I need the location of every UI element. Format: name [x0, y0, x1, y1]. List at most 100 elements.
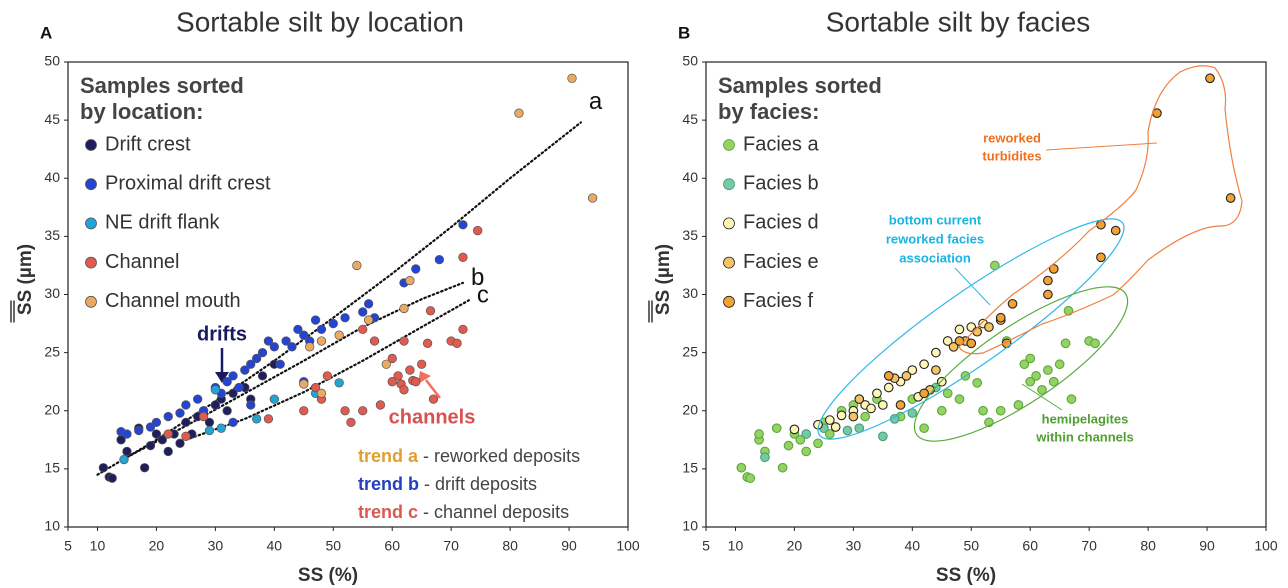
x-tick-label: 5: [64, 538, 72, 554]
data-point: [334, 330, 344, 340]
x-tick-label: 40: [905, 538, 921, 554]
data-point: [754, 429, 764, 439]
data-point: [1031, 371, 1041, 381]
data-point: [771, 423, 782, 434]
data-point: [222, 377, 232, 387]
y-tick-label: 10: [44, 518, 60, 534]
y-tick-label: 40: [44, 169, 60, 185]
data-point: [1043, 275, 1053, 286]
data-point: [824, 415, 835, 425]
trend-note-term: trend c: [358, 502, 418, 522]
y-tick-label: 45: [44, 111, 60, 127]
leader-line: [954, 267, 991, 306]
data-point: [919, 423, 929, 434]
data-point: [251, 414, 262, 424]
y-tick-label: 15: [682, 460, 698, 476]
data-point: [405, 275, 415, 286]
data-point: [163, 411, 173, 422]
y-axis-label: SS (µm): [15, 244, 36, 315]
data-point: [1013, 400, 1024, 410]
annotation: association: [899, 250, 971, 265]
data-point: [1043, 365, 1053, 375]
data-point: [228, 417, 238, 428]
annotations-a: drifts channels: [197, 323, 475, 428]
data-point: [228, 371, 238, 381]
data-point: [334, 378, 344, 388]
data-point: [824, 429, 835, 439]
y-tick-label: 45: [682, 111, 698, 127]
data-point: [801, 429, 812, 439]
data-point: [907, 365, 918, 375]
legend-label: Facies a: [743, 133, 819, 155]
x-tick-label: 50: [325, 538, 341, 554]
trend-label: c: [477, 282, 489, 309]
x-tick-label: 70: [443, 538, 459, 554]
trend-note-text: - reworked deposits: [418, 446, 580, 466]
data-point: [269, 342, 279, 352]
data-point: [1007, 298, 1018, 309]
outline-hemipelagites: [913, 286, 1129, 442]
legend-marker: [723, 295, 735, 308]
data-point: [783, 440, 794, 451]
data-point: [246, 400, 256, 410]
x-tick-label: 30: [846, 538, 862, 554]
x-tick-label: 60: [1022, 538, 1038, 554]
data-point: [954, 394, 965, 404]
x-tick-label: 100: [1254, 538, 1278, 554]
annotation: within channels: [1035, 429, 1134, 444]
x-tick-label: 5: [702, 538, 710, 554]
data-point: [181, 431, 191, 441]
y-tick-label: 50: [44, 53, 60, 69]
data-point: [316, 336, 327, 346]
legend-marker: [85, 139, 97, 151]
data-point: [246, 359, 256, 369]
trend-note-text: - drift deposits: [419, 474, 537, 494]
legend-marker: [723, 256, 735, 269]
data-point: [157, 435, 167, 445]
data-point: [1110, 225, 1121, 236]
trend-note-term: trend b: [358, 474, 419, 494]
trend-line: [184, 299, 470, 441]
data-point: [122, 429, 132, 439]
arrow-head: [215, 372, 229, 383]
y-tick-label: 50: [682, 53, 698, 69]
data-point: [1060, 338, 1071, 349]
data-point: [257, 371, 268, 381]
data-point: [363, 315, 374, 325]
data-point: [458, 324, 468, 335]
data-point: [877, 431, 888, 442]
data-point: [428, 394, 439, 404]
data-point: [151, 417, 162, 428]
trend-note: trend a - reworked deposits: [358, 446, 580, 466]
annotation: reworked: [983, 130, 1041, 145]
x-tick-label: 90: [1199, 538, 1215, 554]
data-point: [1225, 193, 1236, 203]
annotation: hemipelagites: [1042, 411, 1129, 426]
data-point: [234, 382, 244, 393]
annotation: reworked facies: [886, 231, 984, 246]
data-point: [393, 371, 403, 381]
data-point: [340, 313, 350, 323]
data-point: [458, 220, 468, 230]
data-point: [866, 403, 876, 414]
data-point: [919, 388, 929, 399]
data-point: [139, 463, 150, 473]
data-point: [813, 438, 823, 449]
data-point: [966, 338, 977, 349]
y-axis-label: SS (µm): [653, 244, 674, 315]
data-point: [854, 394, 865, 404]
data-point: [1096, 252, 1106, 263]
data-point: [251, 353, 262, 364]
trend-label: a: [589, 88, 603, 115]
data-point: [458, 252, 468, 262]
data-point: [842, 425, 853, 436]
data-point: [1025, 353, 1036, 364]
data-point: [163, 429, 173, 439]
y-tick-label: 15: [44, 460, 60, 476]
y-tick-label: 30: [682, 285, 698, 301]
data-point: [122, 446, 132, 457]
data-point: [369, 336, 380, 346]
data-point: [736, 462, 747, 473]
